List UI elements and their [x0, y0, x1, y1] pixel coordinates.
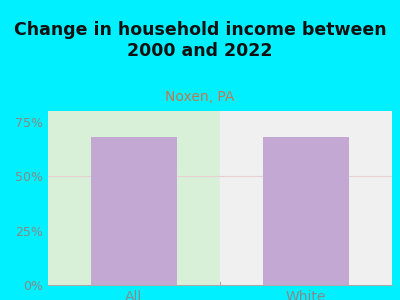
Text: Change in household income between
2000 and 2022: Change in household income between 2000 … — [14, 21, 386, 60]
Text: Noxen, PA: Noxen, PA — [165, 90, 235, 104]
Bar — [220, 111, 392, 285]
Bar — [48, 111, 220, 285]
Bar — [263, 137, 349, 285]
Bar — [91, 137, 177, 285]
